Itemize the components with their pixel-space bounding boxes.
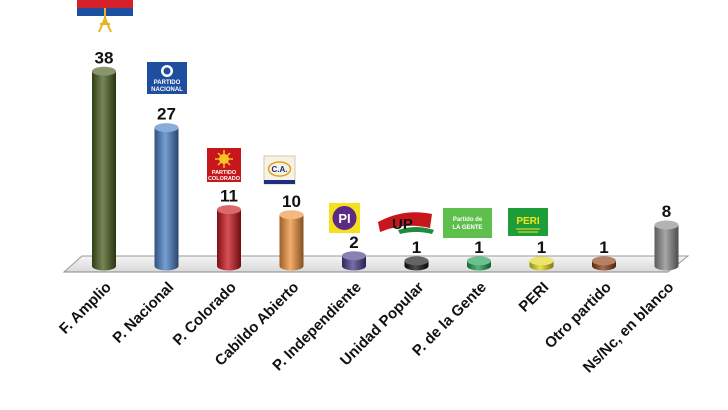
bar-4 — [279, 210, 304, 271]
unidad-popular-logo: UP — [378, 212, 434, 234]
partido-colorado-logo: PARTIDO COLORADO — [207, 148, 241, 182]
cabildo-abierto-logo-text: C.A. — [272, 165, 288, 174]
cabildo-abierto-logo: C.A. — [263, 155, 296, 185]
value-label-9: 1 — [599, 238, 608, 257]
peri-logo-text: PERI — [516, 216, 540, 227]
partido-de-la-gente-logo-line1: Partido de — [453, 217, 483, 223]
value-label-6: 1 — [412, 238, 421, 257]
value-label-8: 1 — [537, 238, 546, 257]
partido-de-la-gente-logo: Partido de LA GENTE — [443, 208, 492, 238]
category-label-2: P. Nacional — [109, 279, 177, 347]
bar-6 — [404, 256, 429, 271]
bar-7 — [467, 256, 491, 271]
bar-1 — [92, 66, 116, 271]
unidad-popular-logo-text: UP — [392, 216, 413, 233]
partido-independiente-logo-text: PI — [338, 211, 350, 226]
partido-de-la-gente-logo-line2: LA GENTE — [452, 225, 482, 231]
value-label-1: 38 — [95, 48, 114, 67]
bar-9 — [592, 256, 616, 271]
bar-3 — [217, 205, 241, 271]
value-label-2: 27 — [157, 105, 176, 124]
bar-5 — [342, 251, 366, 271]
partido-colorado-logo-line1: PARTIDO — [212, 170, 237, 176]
value-label-4: 10 — [282, 192, 301, 211]
partido-nacional-logo-line1: PARTIDO — [154, 80, 181, 86]
partido-colorado-logo-line2: COLORADO — [208, 176, 241, 182]
value-label-7: 1 — [474, 238, 483, 257]
frente-amplio-flag-logo — [77, 0, 133, 33]
bars-group — [92, 66, 679, 271]
bar-10 — [654, 220, 679, 271]
peri-logo: PERI — [508, 208, 548, 236]
value-label-3: 11 — [220, 187, 238, 206]
partido-nacional-logo: PARTIDO NACIONAL — [147, 62, 187, 94]
value-label-10: 8 — [662, 202, 671, 221]
value-label-5: 2 — [349, 233, 358, 252]
category-label-8: PERI — [516, 279, 553, 316]
partido-nacional-logo-line2: NACIONAL — [151, 87, 183, 93]
category-label-1: F. Amplio — [56, 279, 115, 338]
bar-2 — [154, 123, 179, 271]
partido-independiente-logo: PI — [329, 203, 360, 233]
bar-8 — [529, 256, 554, 271]
